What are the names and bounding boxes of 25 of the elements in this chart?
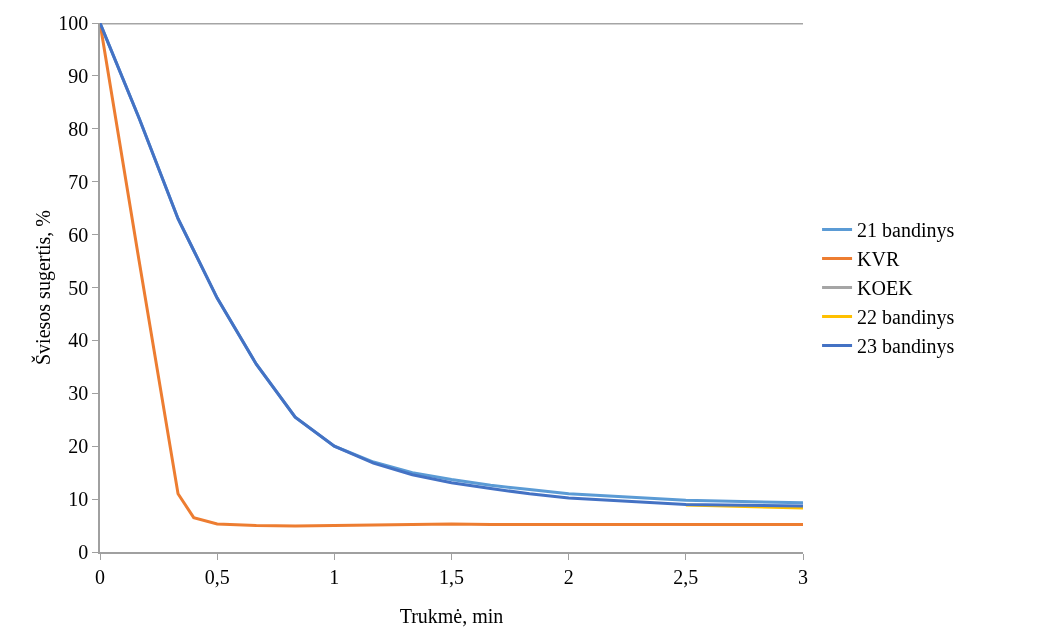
y-tick-label: 40	[68, 329, 89, 352]
y-tick-label: 10	[68, 488, 89, 511]
legend-label: 22 bandinys	[857, 306, 955, 330]
legend-label: KOEK	[857, 277, 914, 300]
x-tick-label: 0	[95, 565, 105, 588]
x-tick-label: 2	[563, 565, 574, 588]
legend-label: 23 bandinys	[857, 335, 955, 359]
legend-label: KVR	[857, 248, 900, 271]
y-tick-label: 30	[68, 382, 89, 405]
y-axis-title: Šviesos sugertis, %	[30, 210, 55, 365]
x-tick-label: 1,5	[439, 565, 464, 588]
x-tick-label: 1	[329, 565, 340, 588]
legend-label: 21 bandinys	[857, 219, 955, 243]
y-tick-label: 70	[68, 170, 89, 193]
x-tick-label: 3	[798, 565, 808, 588]
y-tick-label: 50	[68, 276, 89, 299]
y-tick-label: 20	[68, 435, 89, 458]
y-tick-label: 90	[68, 64, 89, 87]
x-tick-label: 2,5	[673, 565, 699, 588]
x-tick-label: 0,5	[204, 565, 230, 588]
x-axis-title: Trukmė, min	[399, 604, 504, 627]
y-tick-label: 60	[68, 223, 89, 246]
y-tick-label: 0	[78, 541, 89, 563]
y-tick-label: 100	[58, 12, 89, 34]
y-tick-label: 80	[68, 117, 89, 140]
